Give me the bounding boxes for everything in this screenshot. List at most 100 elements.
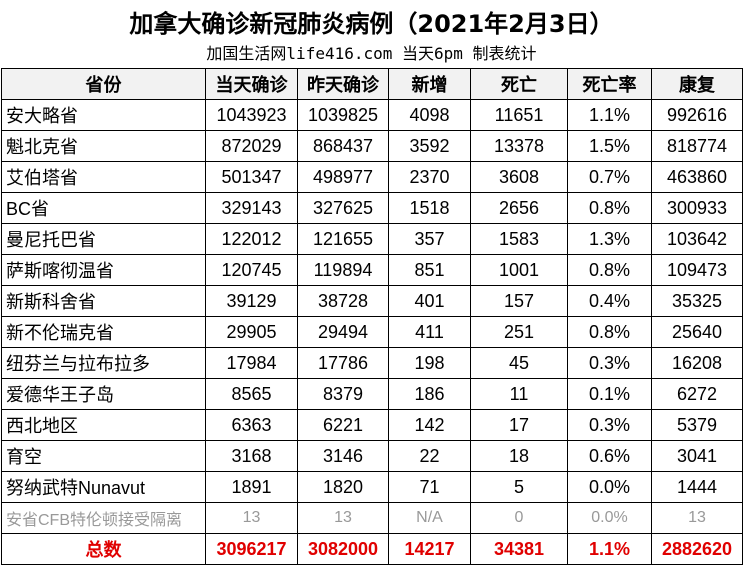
cell: 1.5% [567, 130, 652, 162]
cell: 1039825 [297, 99, 389, 131]
cell: 0 [470, 502, 568, 534]
table-row: 努纳武特Nunavut 1891 1820 71 5 0.0% 1444 [1, 471, 743, 503]
cell: 1820 [297, 471, 389, 503]
cell: 13 [297, 502, 389, 534]
cell: 魁北克省 [1, 130, 206, 162]
cell: 119894 [297, 254, 389, 286]
cell: 0.8% [567, 316, 652, 348]
cell: 872029 [205, 130, 298, 162]
cell: 34381 [470, 533, 568, 565]
cell: 6221 [297, 409, 389, 441]
column-header: 死亡率 [567, 68, 652, 100]
table-row: 魁北克省 872029 868437 3592 13378 1.5% 818774 [1, 130, 743, 162]
cell: 1583 [470, 223, 568, 255]
cell: 0.0% [567, 471, 652, 503]
table-row: BC省 329143 327625 1518 2656 0.8% 300933 [1, 192, 743, 224]
cell: 1.1% [567, 99, 652, 131]
cell: 纽芬兰与拉布拉多 [1, 347, 206, 379]
cell: 401 [388, 285, 471, 317]
cell: 13378 [470, 130, 568, 162]
cell: BC省 [1, 192, 206, 224]
cell: 3146 [297, 440, 389, 472]
cell: 2656 [470, 192, 568, 224]
cell: 39129 [205, 285, 298, 317]
subtitle: 加国生活网life416.com 当天6pm 制表统计 [206, 44, 537, 63]
table-row: 新不伦瑞克省 29905 29494 411 251 0.8% 25640 [1, 316, 743, 348]
cell: 总数 [1, 533, 206, 565]
cell: 300933 [651, 192, 743, 224]
cell: 新斯科舍省 [1, 285, 206, 317]
cell: 0.7% [567, 161, 652, 193]
cell: 3041 [651, 440, 743, 472]
cell: 498977 [297, 161, 389, 193]
table-row: 纽芬兰与拉布拉多 17984 17786 198 45 0.3% 16208 [1, 347, 743, 379]
cell: 45 [470, 347, 568, 379]
cell: 8565 [205, 378, 298, 410]
cell: 1518 [388, 192, 471, 224]
column-header: 昨天确诊 [297, 68, 389, 100]
cell: 11651 [470, 99, 568, 131]
cell: 3608 [470, 161, 568, 193]
cell: 艾伯塔省 [1, 161, 206, 193]
cell: 251 [470, 316, 568, 348]
table-row: 艾伯塔省 501347 498977 2370 3608 0.7% 463860 [1, 161, 743, 193]
cell: 103642 [651, 223, 743, 255]
cell: 11 [470, 378, 568, 410]
cell: 29494 [297, 316, 389, 348]
cell: 0.8% [567, 254, 652, 286]
cell: 868437 [297, 130, 389, 162]
cell: 0.8% [567, 192, 652, 224]
table-row: 爱德华王子岛 8565 8379 186 11 0.1% 6272 [1, 378, 743, 410]
column-header: 康复 [651, 68, 743, 100]
cell: 157 [470, 285, 568, 317]
cell: 463860 [651, 161, 743, 193]
cell: 120745 [205, 254, 298, 286]
cell: 109473 [651, 254, 743, 286]
cell: 8379 [297, 378, 389, 410]
cell: 新不伦瑞克省 [1, 316, 206, 348]
column-header: 省份 [1, 68, 206, 100]
cell: 2882620 [651, 533, 743, 565]
cell: 3096217 [205, 533, 298, 565]
cell: 16208 [651, 347, 743, 379]
column-header: 新增 [388, 68, 471, 100]
cell: 1891 [205, 471, 298, 503]
case-table: 省份 当天确诊 昨天确诊 新增 死亡 死亡率 康复 安大略省 1043923 1039825 40… [1, 68, 743, 565]
cell: 3168 [205, 440, 298, 472]
cell: 爱德华王子岛 [1, 378, 206, 410]
cell: 13 [205, 502, 298, 534]
cell: 1444 [651, 471, 743, 503]
cell: 0.4% [567, 285, 652, 317]
cell: 5 [470, 471, 568, 503]
cell: 0.0% [567, 502, 652, 534]
cell: 1.1% [567, 533, 652, 565]
cell: 121655 [297, 223, 389, 255]
cell: 4098 [388, 99, 471, 131]
cell: 0.6% [567, 440, 652, 472]
cell: 2370 [388, 161, 471, 193]
cell: 13 [651, 502, 743, 534]
cell: 3082000 [297, 533, 389, 565]
table-row: 总数 3096217 3082000 14217 34381 1.1% 2882620 [1, 533, 743, 565]
cell: 35325 [651, 285, 743, 317]
cell: 25640 [651, 316, 743, 348]
cell: 萨斯喀彻温省 [1, 254, 206, 286]
cell: 努纳武特Nunavut [1, 471, 206, 503]
cell: 198 [388, 347, 471, 379]
cell: 17984 [205, 347, 298, 379]
cell: 0.3% [567, 347, 652, 379]
cell: 18 [470, 440, 568, 472]
cell: 6272 [651, 378, 743, 410]
cell: 329143 [205, 192, 298, 224]
table-row: 西北地区 6363 6221 142 17 0.3% 5379 [1, 409, 743, 441]
cell: 186 [388, 378, 471, 410]
cell: 6363 [205, 409, 298, 441]
cell: 501347 [205, 161, 298, 193]
title: 加拿大确诊新冠肺炎病例（2021年2月3日） [129, 10, 614, 38]
column-header: 死亡 [470, 68, 568, 100]
table-row: 新斯科舍省 39129 38728 401 157 0.4% 35325 [1, 285, 743, 317]
table-row: 曼尼托巴省 122012 121655 357 1583 1.3% 103642 [1, 223, 743, 255]
header-row: 省份 当天确诊 昨天确诊 新增 死亡 死亡率 康复 [1, 68, 743, 100]
cell: 安省CFB特伦顿接受隔离 [1, 502, 206, 534]
cell: 142 [388, 409, 471, 441]
